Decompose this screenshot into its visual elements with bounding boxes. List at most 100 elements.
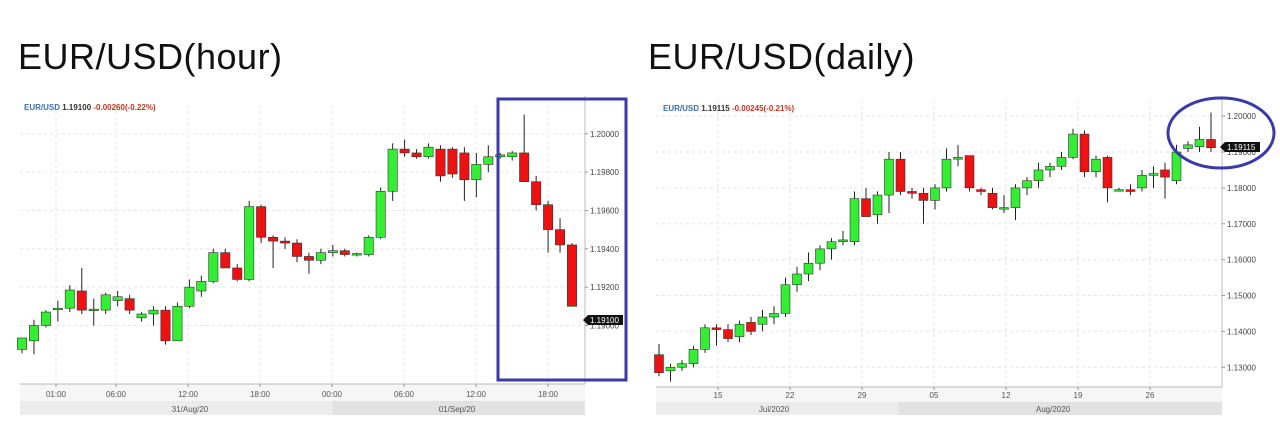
x-axis-strip [656, 387, 1222, 402]
y-tick-label: 1.19000 [1227, 148, 1256, 157]
x-tick-label: 18:00 [250, 390, 271, 399]
candle-body [280, 240, 291, 244]
y-tick-label: 1.17000 [1227, 220, 1256, 229]
candle-body [112, 296, 123, 301]
candle-body [76, 290, 87, 311]
candle-body [495, 154, 506, 158]
date-segment [333, 401, 585, 415]
candle-body [423, 146, 434, 158]
candle-body [447, 148, 458, 175]
y-tick-label: 1.18000 [1227, 184, 1256, 193]
y-tick-label: 1.19600 [590, 206, 619, 215]
highlight-rectangle [496, 97, 628, 382]
candle-body [677, 363, 687, 368]
candle-body [363, 236, 374, 255]
candle-body [327, 250, 338, 253]
candle-body [895, 158, 906, 192]
candle-body [315, 252, 326, 261]
candle-body [148, 309, 159, 315]
price-tag-label: 1.19115 [1227, 143, 1256, 152]
highlight-ellipse [1166, 96, 1276, 170]
price-change: -0.00260(-0.22%) [93, 103, 156, 112]
y-tick-label: 1.20000 [590, 130, 619, 139]
candle-body [184, 286, 195, 307]
candle-body [268, 236, 279, 242]
x-axis-strip [20, 384, 585, 401]
x-tick-label: 12:00 [466, 390, 487, 399]
last-price: 1.19115 [701, 104, 732, 113]
y-tick-label: 1.20000 [1227, 112, 1256, 121]
x-tick-label: 00:00 [322, 390, 343, 399]
symbol-label: EUR/USD [24, 103, 62, 112]
y-tick-label: 1.14000 [1227, 327, 1256, 336]
candle-body [907, 191, 917, 194]
x-tick-label: 22 [786, 391, 795, 400]
candle-body [459, 152, 470, 181]
candle-body [100, 294, 111, 311]
candle-body [543, 204, 554, 230]
date-label: 31/Aug/20 [172, 405, 209, 414]
candle-body [1194, 139, 1205, 147]
x-tick-label: 05 [930, 391, 939, 400]
candle-body [964, 155, 975, 189]
y-tick-label: 1.13000 [1227, 363, 1256, 372]
candle-body [1056, 157, 1067, 167]
candle-body [849, 198, 860, 243]
x-tick-label: 12 [1002, 391, 1011, 400]
candle-body [1206, 139, 1216, 149]
candle-body [124, 298, 135, 311]
candle-body [688, 349, 699, 364]
candle-body [757, 316, 768, 325]
candle-body [339, 250, 350, 255]
candle-body [507, 152, 518, 158]
candle-body [196, 281, 207, 292]
candle-body [1102, 157, 1113, 189]
chart-header: EUR/USD 1.19115 -0.00245(-0.21%) [663, 104, 795, 113]
candle-body [700, 327, 710, 350]
candle-body [723, 329, 733, 339]
candle-body [256, 206, 267, 238]
candle-body [872, 194, 883, 216]
chart-title-daily: EUR/USD(daily) [648, 36, 916, 77]
x-tick-label: 01:00 [46, 390, 67, 399]
candle-body [1091, 158, 1101, 173]
candle-body [780, 284, 791, 314]
date-segment [898, 402, 1222, 415]
x-tick-label: 26 [1146, 391, 1155, 400]
candle-body [64, 289, 75, 309]
x-tick-label: 29 [858, 391, 867, 400]
y-tick-label: 1.19800 [590, 168, 619, 177]
candle-body [884, 158, 894, 196]
candle-body [930, 187, 940, 201]
candle-body [987, 192, 998, 208]
candle-body [531, 181, 542, 205]
candle-body [1079, 133, 1090, 173]
candle-body [999, 207, 1009, 210]
y-tick-label: 1.19200 [590, 283, 619, 292]
candle-body [1068, 133, 1078, 158]
y-tick-label: 1.19400 [590, 245, 619, 254]
chart-panel [656, 96, 1255, 415]
candle-body [815, 248, 825, 264]
candle-body [941, 158, 952, 189]
price-tag [583, 315, 623, 325]
candle-body [665, 366, 676, 372]
y-tick-label: 1.15000 [1227, 292, 1256, 301]
x-tick-label: 19 [1074, 391, 1083, 400]
candle-body [746, 322, 756, 332]
candle-body [953, 157, 963, 160]
x-tick-label: 15 [714, 391, 723, 400]
candle-body [351, 253, 362, 256]
candle-body [861, 198, 871, 217]
candle-body [244, 206, 255, 280]
chart-1: Jul/2020 Aug/2020 15 22 29 05 12 19 26 1.20000 1.1… [654, 96, 1260, 415]
price-tag [1220, 142, 1260, 152]
candle-body [519, 152, 530, 182]
candle-body [160, 309, 171, 342]
y-tick-label: 1.16000 [1227, 256, 1256, 265]
candle-body [734, 323, 745, 338]
x-tick-label: 18:00 [538, 390, 559, 399]
candle-body [172, 306, 183, 342]
candle-body [567, 244, 577, 307]
candle-body [555, 229, 566, 246]
